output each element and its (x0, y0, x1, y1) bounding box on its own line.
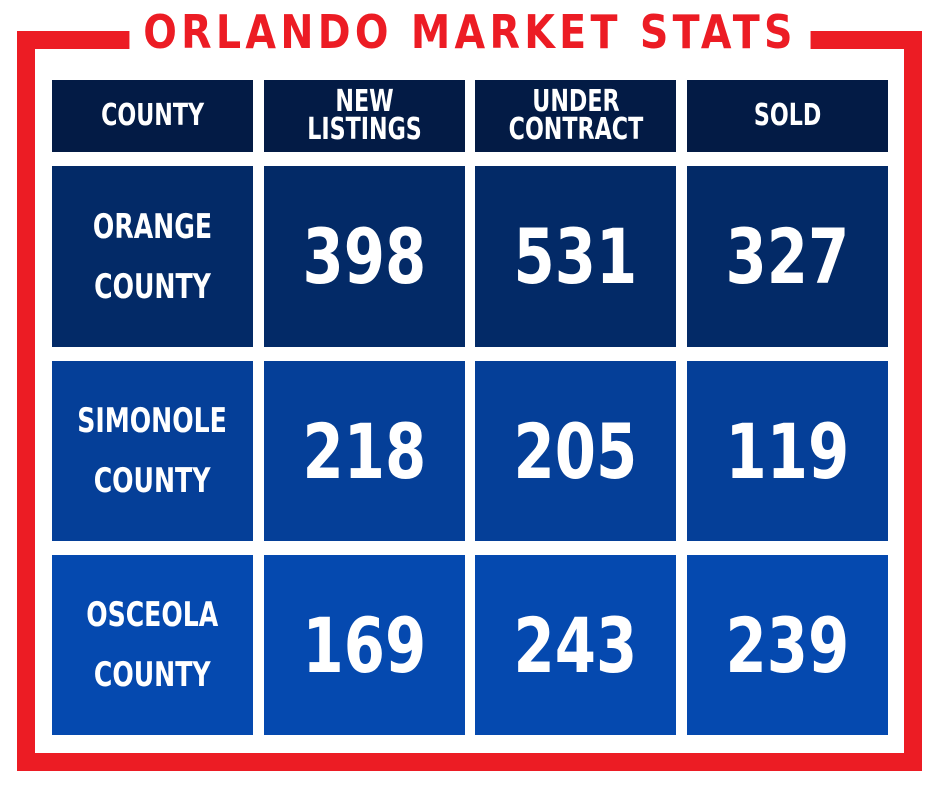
header-county: COUNTY (52, 80, 253, 152)
row-osceola-county-label: OSCEOLA COUNTY (52, 555, 253, 735)
header-under-contract-label: UNDER CONTRACT (508, 84, 643, 147)
row-osceola-county-sold: 239 (687, 555, 888, 735)
stat-value: 243 (513, 600, 638, 690)
row-orange-county-sold: 327 (687, 166, 888, 347)
page-title: ORLANDO MARKET STATS (129, 0, 811, 64)
header-new-listings: NEW LISTINGS (264, 80, 465, 152)
row-orange-county-label: ORANGE COUNTY (52, 166, 253, 347)
title-container: ORLANDO MARKET STATS (0, 0, 940, 64)
stat-value: 398 (302, 212, 427, 301)
stat-value: 531 (513, 212, 638, 301)
header-new-listings-label: NEW LISTINGS (307, 84, 422, 147)
row-simonole-county-new-listings: 218 (264, 361, 465, 541)
stat-value: 327 (725, 212, 850, 301)
row-simonole-county-sold: 119 (687, 361, 888, 541)
row-simonole-county-label: SIMONOLE COUNTY (52, 361, 253, 541)
row-osceola-county-new-listings: 169 (264, 555, 465, 735)
county-name: ORANGE COUNTY (92, 206, 213, 307)
header-county-label: COUNTY (101, 98, 204, 133)
stat-value: 169 (302, 600, 427, 690)
row-orange-county-under-contract: 531 (475, 166, 676, 347)
header-sold-label: SOLD (753, 98, 822, 133)
header-sold: SOLD (687, 80, 888, 152)
row-osceola-county-under-contract: 243 (475, 555, 676, 735)
county-name: OSCEOLA COUNTY (86, 595, 219, 695)
county-name: SIMONOLE COUNTY (77, 401, 228, 501)
row-orange-county-new-listings: 398 (264, 166, 465, 347)
stat-value: 205 (513, 406, 638, 496)
stat-value: 119 (725, 406, 850, 496)
stat-value: 218 (302, 406, 427, 496)
row-simonole-county-under-contract: 205 (475, 361, 676, 541)
header-under-contract: UNDER CONTRACT (475, 80, 676, 152)
stat-value: 239 (725, 600, 850, 690)
